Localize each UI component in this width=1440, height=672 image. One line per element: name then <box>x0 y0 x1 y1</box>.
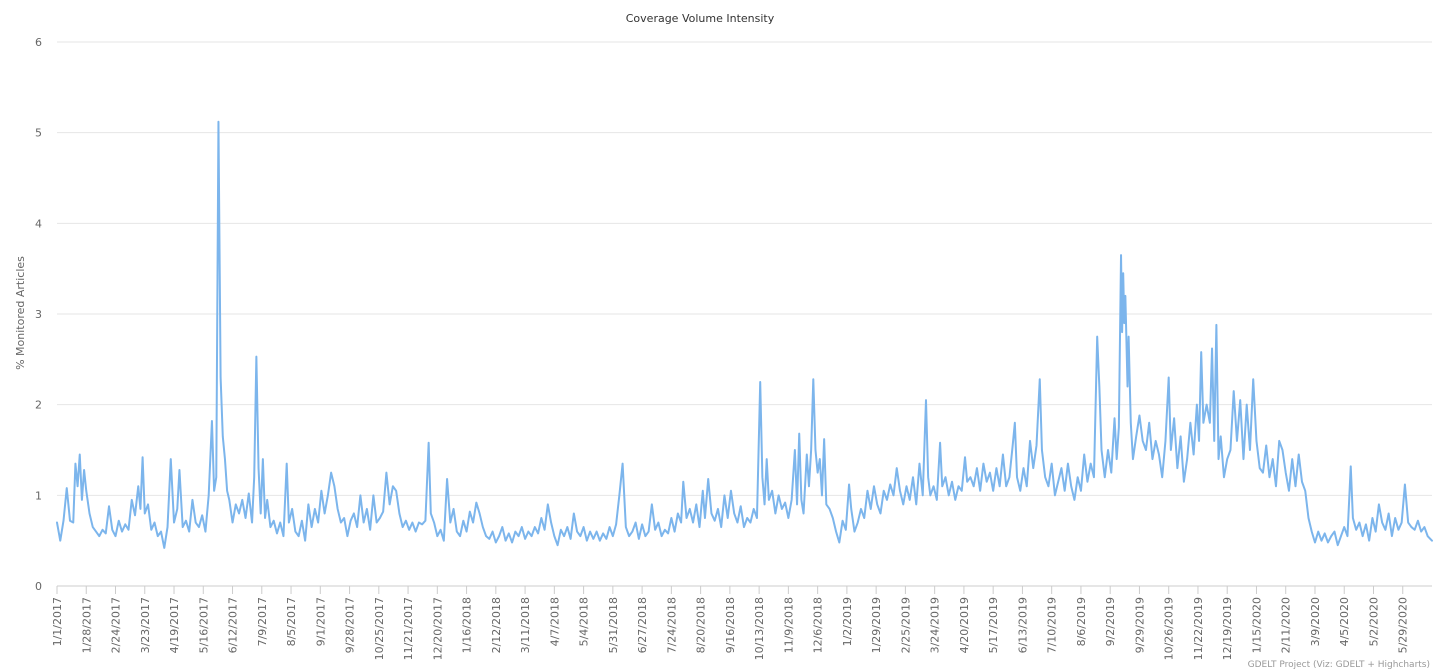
x-tick-label: 12/19/2019 <box>1221 597 1234 660</box>
x-tick-label: 1/28/2017 <box>80 597 93 653</box>
x-tick-label: 12/20/2017 <box>431 597 444 660</box>
x-tick-label: 3/9/2020 <box>1309 597 1322 646</box>
y-tick-label: 3 <box>35 308 42 321</box>
x-tick-label: 7/10/2019 <box>1046 597 1059 653</box>
y-tick-label: 2 <box>35 399 42 412</box>
x-tick-label: 2/24/2017 <box>110 597 123 653</box>
x-tick-label: 9/28/2017 <box>344 597 357 653</box>
x-tick-label: 9/1/2017 <box>314 597 327 646</box>
x-tick-label: 10/26/2019 <box>1163 597 1176 660</box>
x-tick-label: 10/13/2018 <box>753 597 766 660</box>
x-tick-label: 2/25/2019 <box>899 597 912 653</box>
y-axis-title: % Monitored Articles <box>14 256 27 370</box>
y-tick-label: 1 <box>35 489 42 502</box>
x-tick-label: 6/27/2018 <box>636 597 649 653</box>
x-tick-label: 10/25/2017 <box>373 597 386 660</box>
y-tick-label: 0 <box>35 580 42 593</box>
x-tick-label: 8/6/2019 <box>1075 597 1088 646</box>
x-tick-label: 1/29/2019 <box>870 597 883 653</box>
x-tick-label: 3/11/2018 <box>519 597 532 653</box>
series-line[interactable] <box>56 120 1433 549</box>
x-tick-label: 2/11/2020 <box>1280 597 1293 653</box>
chart-credit[interactable]: GDELT Project (Viz: GDELT + Highcharts) <box>1248 660 1430 670</box>
y-tick-label: 6 <box>35 36 42 49</box>
x-tick-label: 2/12/2018 <box>490 597 503 653</box>
x-tick-label: 6/13/2019 <box>1016 597 1029 653</box>
x-tick-label: 5/4/2018 <box>578 597 591 646</box>
x-tick-label: 1/16/2018 <box>461 597 474 653</box>
x-tick-label: 1/1/2017 <box>51 597 64 646</box>
y-gridlines <box>57 41 1432 496</box>
x-tick-label: 3/23/2017 <box>139 597 152 653</box>
x-tick-label: 8/20/2018 <box>695 597 708 653</box>
y-tick-label: 5 <box>35 127 42 140</box>
x-tick-label: 3/24/2019 <box>929 597 942 653</box>
x-tick-label: 12/6/2018 <box>812 597 825 653</box>
x-tick-label: 5/29/2020 <box>1397 597 1410 653</box>
x-tick-label: 1/2/2019 <box>841 597 854 646</box>
x-tick-label: 7/9/2017 <box>256 597 269 646</box>
x-tick-label: 5/17/2019 <box>987 597 1000 653</box>
y-tick-labels: 0 1 2 3 4 5 6 <box>35 36 42 593</box>
chart-title: Coverage Volume Intensity <box>626 12 775 25</box>
x-tick-label: 4/5/2020 <box>1338 597 1351 646</box>
series-layer <box>56 120 1433 549</box>
x-tick-label: 11/21/2017 <box>402 597 415 660</box>
x-tick-label: 8/5/2017 <box>285 597 298 646</box>
x-tick-label: 1/15/2020 <box>1250 597 1263 653</box>
x-tick-label: 7/24/2018 <box>665 597 678 653</box>
x-tick-label: 11/9/2018 <box>782 597 795 653</box>
x-tick-label: 5/31/2018 <box>607 597 620 653</box>
x-tick-label: 5/16/2017 <box>197 597 210 653</box>
x-tick-label: 6/12/2017 <box>227 597 240 653</box>
x-tick-label: 4/20/2019 <box>958 597 971 653</box>
x-tick-label: 4/19/2017 <box>168 597 181 653</box>
x-tick-label: 4/7/2018 <box>548 597 561 646</box>
x-axis: 1/1/2017 1/28/2017 2/24/2017 3/23/2017 4/19/… <box>51 585 1432 660</box>
x-tick-label: 9/16/2018 <box>724 597 737 653</box>
x-tick-label: 9/2/2019 <box>1104 597 1117 646</box>
y-tick-label: 4 <box>35 217 42 230</box>
x-tick-label: 11/22/2019 <box>1192 597 1205 660</box>
x-tick-label: 9/29/2019 <box>1133 597 1146 653</box>
x-tick-label: 5/2/2020 <box>1367 597 1380 646</box>
